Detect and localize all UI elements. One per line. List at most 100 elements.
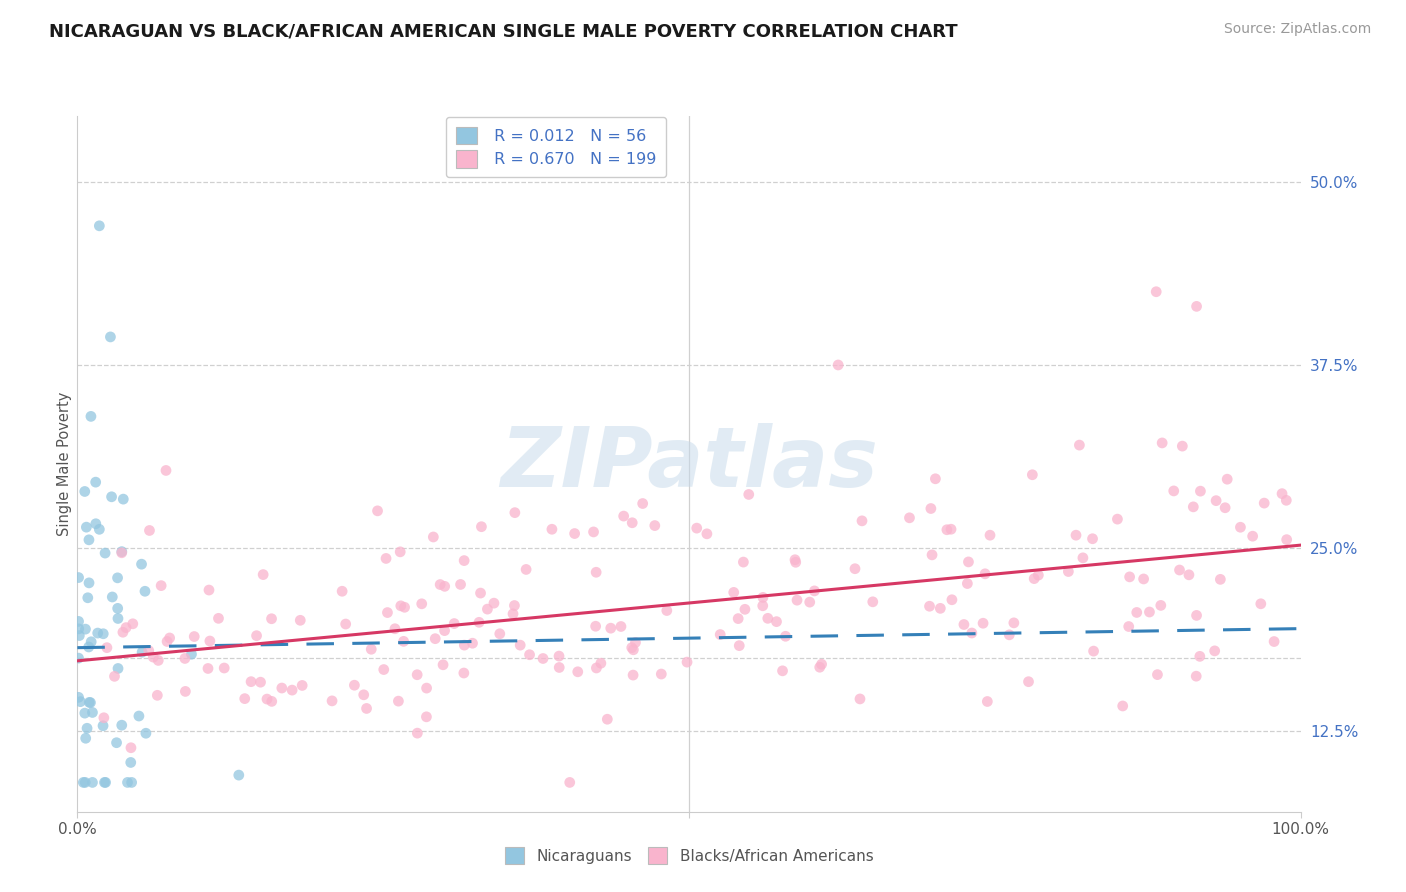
Point xyxy=(131,557,153,571)
Point xyxy=(1178,567,1201,582)
Point xyxy=(1213,500,1236,515)
Point xyxy=(394,600,416,615)
Point xyxy=(531,651,554,665)
Point xyxy=(1163,483,1185,498)
Point xyxy=(585,661,607,675)
Text: NICARAGUAN VS BLACK/AFRICAN AMERICAN SINGLE MALE POVERTY CORRELATION CHART: NICARAGUAN VS BLACK/AFRICAN AMERICAN SIN… xyxy=(49,22,957,40)
Point xyxy=(105,736,128,750)
Point xyxy=(935,523,957,537)
Point xyxy=(1185,299,1208,313)
Point xyxy=(270,681,292,695)
Point xyxy=(67,651,90,665)
Point xyxy=(1275,493,1298,508)
Point xyxy=(72,775,94,789)
Point xyxy=(131,645,153,659)
Point xyxy=(80,409,103,424)
Point xyxy=(610,619,633,633)
Point xyxy=(415,710,437,724)
Point xyxy=(785,555,807,569)
Point xyxy=(156,634,179,648)
Point xyxy=(1229,520,1251,534)
Point xyxy=(827,358,849,372)
Point xyxy=(100,330,122,344)
Point xyxy=(929,601,952,615)
Point xyxy=(482,596,505,610)
Point xyxy=(256,692,278,706)
Point xyxy=(558,775,581,789)
Point xyxy=(751,599,773,613)
Point xyxy=(1118,570,1140,584)
Point xyxy=(121,775,143,789)
Point xyxy=(377,606,399,620)
Point xyxy=(488,627,510,641)
Point xyxy=(343,678,366,692)
Point xyxy=(198,582,221,597)
Point xyxy=(644,518,666,533)
Point xyxy=(84,475,107,490)
Point xyxy=(433,579,456,593)
Point xyxy=(1263,634,1285,648)
Point xyxy=(138,524,160,538)
Point xyxy=(582,524,605,539)
Point xyxy=(972,616,994,631)
Point xyxy=(67,615,90,629)
Point xyxy=(89,522,111,536)
Point xyxy=(772,664,794,678)
Point xyxy=(976,694,998,708)
Point xyxy=(415,681,437,695)
Point xyxy=(1150,599,1173,613)
Point xyxy=(844,562,866,576)
Point xyxy=(686,521,709,535)
Point xyxy=(198,634,221,648)
Point xyxy=(245,629,267,643)
Point xyxy=(921,548,943,562)
Point xyxy=(450,577,472,591)
Point xyxy=(453,638,475,652)
Point xyxy=(353,688,375,702)
Point xyxy=(120,740,142,755)
Point xyxy=(290,613,312,627)
Point xyxy=(519,648,541,662)
Point xyxy=(101,590,124,604)
Point xyxy=(898,511,921,525)
Point xyxy=(1021,467,1043,482)
Point xyxy=(128,709,150,723)
Point xyxy=(599,621,621,635)
Point xyxy=(1275,533,1298,547)
Point xyxy=(356,701,378,715)
Point xyxy=(621,516,644,530)
Point xyxy=(655,603,678,617)
Point xyxy=(360,642,382,657)
Point xyxy=(1189,484,1212,499)
Point xyxy=(468,615,491,630)
Point xyxy=(406,726,429,740)
Point xyxy=(155,463,177,477)
Legend: Nicaraguans, Blacks/African Americans: Nicaraguans, Blacks/African Americans xyxy=(498,841,880,871)
Point xyxy=(121,616,143,631)
Point xyxy=(73,706,96,720)
Point xyxy=(453,666,475,681)
Point xyxy=(808,660,831,674)
Point xyxy=(1018,674,1040,689)
Point xyxy=(321,694,343,708)
Point xyxy=(91,719,114,733)
Point xyxy=(148,653,170,667)
Point xyxy=(1205,493,1227,508)
Point xyxy=(233,691,256,706)
Point xyxy=(252,567,274,582)
Point xyxy=(956,576,979,591)
Point xyxy=(111,625,134,640)
Point xyxy=(477,602,499,616)
Point xyxy=(979,528,1001,542)
Point xyxy=(696,526,718,541)
Point xyxy=(998,628,1021,642)
Point xyxy=(1028,568,1050,582)
Point xyxy=(228,768,250,782)
Point xyxy=(94,546,117,560)
Point xyxy=(384,622,406,636)
Point xyxy=(82,775,104,789)
Point xyxy=(103,669,125,683)
Point xyxy=(240,674,263,689)
Point xyxy=(1241,529,1264,543)
Point xyxy=(389,599,412,613)
